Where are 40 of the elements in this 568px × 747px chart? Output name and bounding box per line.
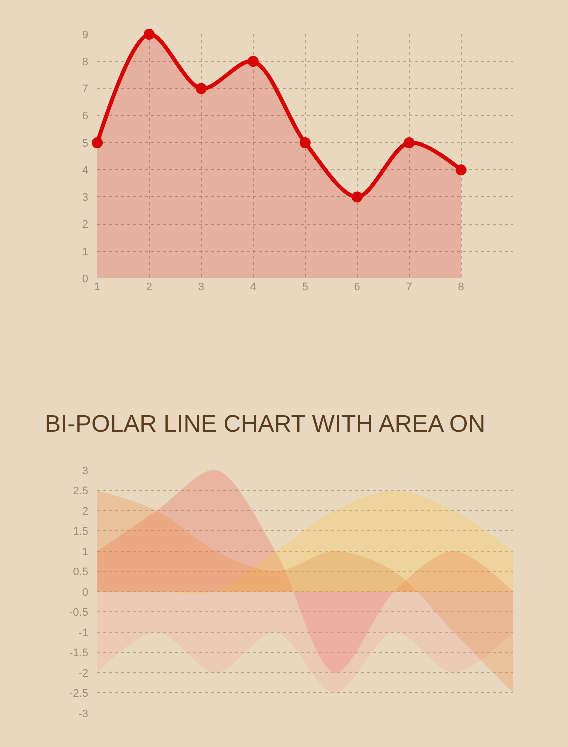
x-tick-label: 1 bbox=[94, 282, 101, 294]
y-tick-label: 0 bbox=[82, 273, 88, 286]
y-tick-label: 5 bbox=[82, 138, 88, 150]
chart-title: BI-POLAR LINE CHART WITH AREA ON bbox=[45, 411, 486, 438]
point bbox=[352, 192, 363, 203]
y-tick-label: 7 bbox=[82, 84, 88, 96]
x-tick-label: 8 bbox=[458, 282, 464, 294]
y-tick-label: -2 bbox=[78, 668, 88, 680]
x-tick-label: 4 bbox=[250, 282, 256, 294]
y-tick-label: 1 bbox=[82, 246, 88, 258]
point bbox=[456, 164, 467, 176]
y-tick-label: 0.5 bbox=[73, 566, 88, 579]
x-tick-label: 5 bbox=[302, 282, 308, 294]
y-tick-label: -2.5 bbox=[70, 688, 88, 700]
point bbox=[300, 137, 311, 148]
x-tick-label: 6 bbox=[354, 282, 360, 294]
y-tick-label: 2 bbox=[82, 219, 88, 232]
y-tick-label: 6 bbox=[82, 110, 88, 123]
y-tick-label: 8 bbox=[82, 56, 88, 68]
point bbox=[92, 137, 103, 148]
point bbox=[248, 56, 259, 68]
y-tick-label: 3 bbox=[82, 192, 88, 204]
point bbox=[196, 83, 207, 94]
x-tick-label: 7 bbox=[406, 282, 412, 294]
y-tick-label: 1 bbox=[82, 546, 88, 558]
y-tick-label: -3 bbox=[78, 708, 88, 720]
y-tick-label: 9 bbox=[82, 29, 88, 42]
y-tick-label: -0.5 bbox=[70, 607, 88, 620]
y-tick-label: 2.5 bbox=[73, 486, 88, 498]
x-tick-label: 2 bbox=[146, 282, 153, 294]
y-tick-label: 3 bbox=[82, 465, 88, 478]
x-tick-label: 3 bbox=[198, 282, 205, 294]
y-tick-label: 2 bbox=[82, 506, 88, 518]
y-tick-label: 4 bbox=[82, 164, 88, 177]
y-tick-label: 0 bbox=[82, 586, 88, 599]
y-tick-label: -1.5 bbox=[70, 648, 88, 660]
point bbox=[404, 137, 415, 148]
point bbox=[144, 29, 155, 40]
y-tick-label: -1 bbox=[78, 627, 88, 640]
y-tick-label: 1.5 bbox=[73, 526, 88, 538]
